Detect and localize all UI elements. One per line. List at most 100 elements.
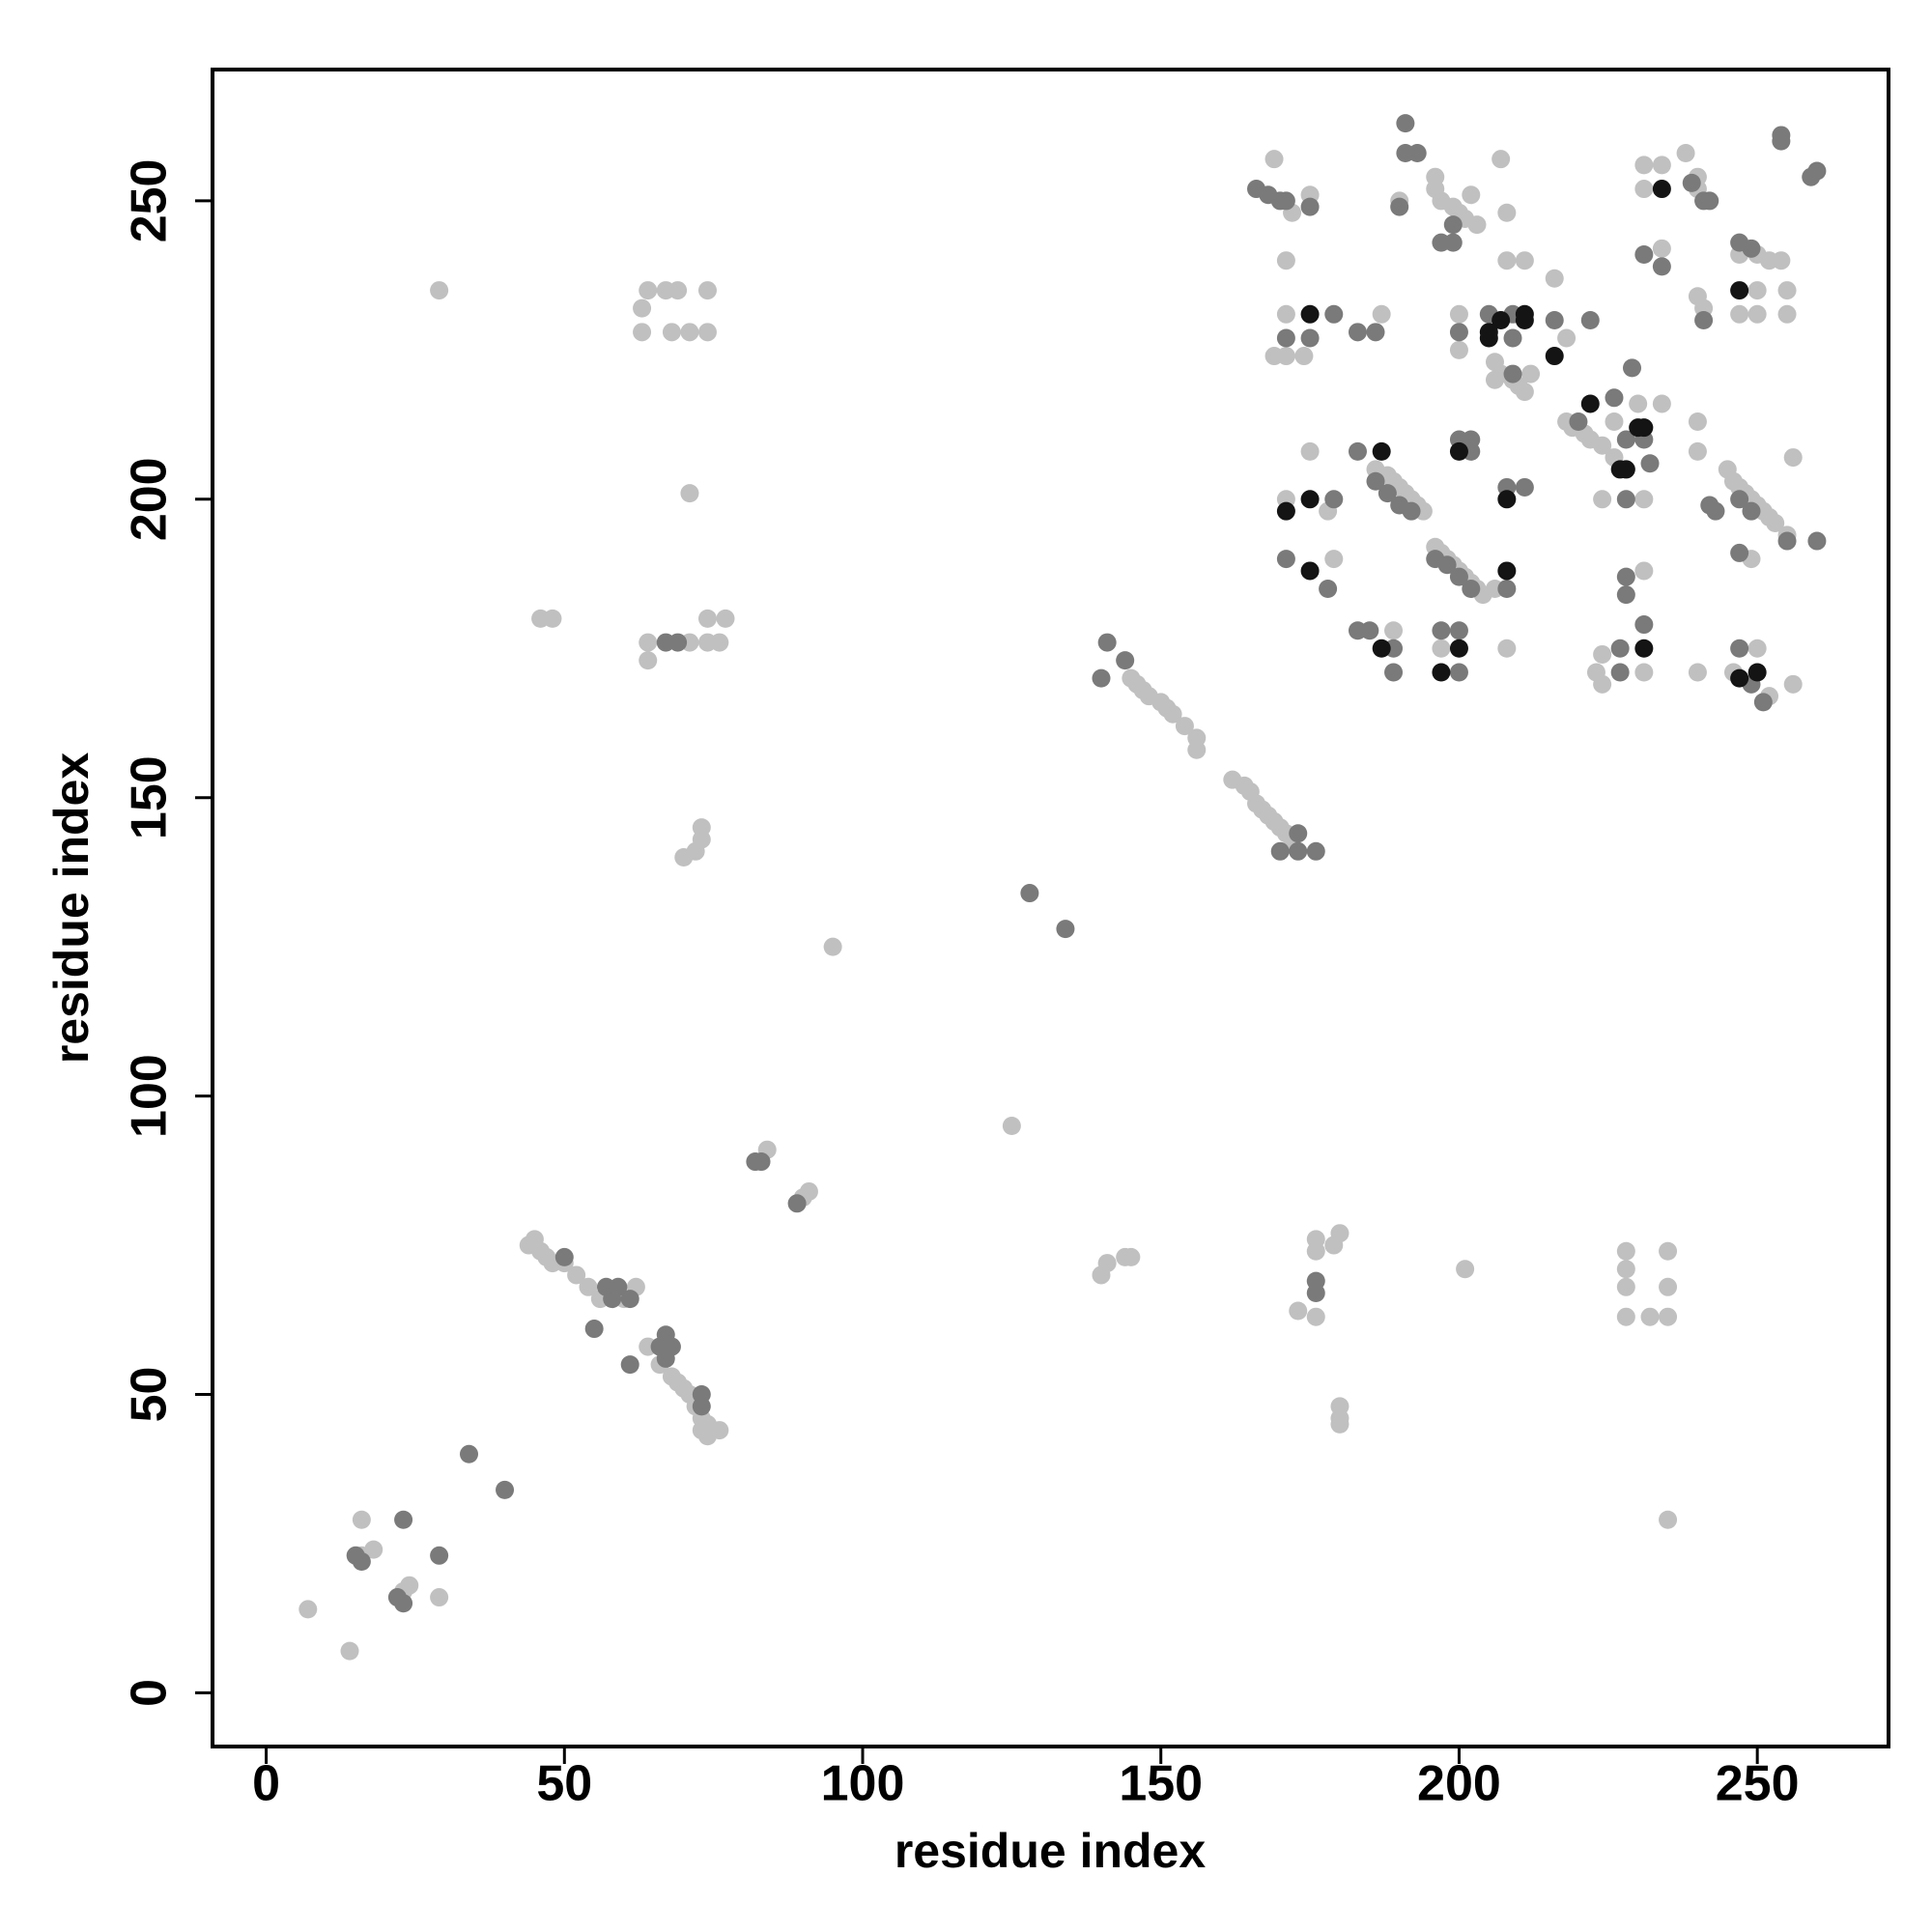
point — [1497, 490, 1517, 509]
point — [1497, 561, 1517, 581]
point — [1097, 1254, 1117, 1273]
point — [639, 633, 658, 652]
point — [1443, 233, 1463, 252]
point — [1378, 484, 1397, 503]
point — [1742, 501, 1761, 521]
point — [697, 609, 717, 628]
point — [1807, 531, 1827, 551]
point — [1020, 884, 1039, 903]
point — [1623, 358, 1642, 378]
x-tick-label: 100 — [821, 1756, 905, 1812]
point — [1652, 156, 1671, 175]
y-tick-label: 0 — [122, 1679, 178, 1707]
point — [1569, 412, 1588, 431]
y-tick-label: 250 — [122, 159, 178, 243]
point — [1688, 663, 1707, 682]
point — [1306, 841, 1325, 861]
point — [1456, 1260, 1475, 1279]
point — [1306, 1241, 1325, 1261]
point — [567, 1265, 586, 1285]
point — [1659, 1241, 1678, 1261]
point — [364, 1540, 384, 1559]
point — [1372, 639, 1391, 658]
point — [1348, 441, 1367, 461]
x-tick-label: 150 — [1119, 1756, 1203, 1812]
point — [1783, 448, 1803, 468]
point — [1270, 841, 1290, 861]
point — [620, 1290, 639, 1309]
point — [1634, 615, 1654, 635]
point — [1449, 639, 1468, 658]
point — [1300, 304, 1320, 324]
point — [1640, 1307, 1660, 1326]
y-tick-label: 50 — [122, 1367, 178, 1423]
point — [1116, 651, 1135, 670]
point — [1449, 663, 1468, 682]
point — [1634, 418, 1654, 438]
y-tick-label: 100 — [122, 1054, 178, 1138]
point — [1372, 304, 1391, 324]
point — [1437, 555, 1457, 575]
point — [1634, 490, 1654, 509]
point — [1276, 328, 1295, 348]
point — [1747, 639, 1767, 658]
point — [1300, 441, 1320, 461]
point — [1163, 704, 1182, 724]
point — [1396, 114, 1415, 133]
point — [1652, 394, 1671, 413]
point — [1515, 310, 1534, 329]
point — [1629, 394, 1648, 413]
y-axis-title: residue index — [44, 753, 99, 1065]
point — [1593, 436, 1612, 455]
point — [1092, 668, 1111, 688]
point — [1462, 579, 1481, 598]
point — [1276, 550, 1295, 569]
point — [298, 1600, 318, 1619]
point — [1634, 245, 1654, 265]
point — [656, 1349, 675, 1368]
point — [1289, 1301, 1308, 1321]
point — [1449, 441, 1468, 461]
point — [1324, 550, 1344, 569]
point — [1432, 621, 1451, 640]
point — [1492, 150, 1511, 169]
point — [1694, 310, 1714, 329]
point — [1593, 674, 1612, 694]
point — [1777, 281, 1797, 300]
point — [1777, 531, 1797, 551]
point — [686, 841, 705, 861]
point — [1122, 1247, 1141, 1266]
point — [1360, 621, 1379, 640]
point — [716, 609, 735, 628]
point — [1730, 639, 1749, 658]
point — [1545, 310, 1564, 329]
point — [1730, 304, 1749, 324]
point — [1366, 323, 1385, 342]
point — [1634, 639, 1654, 658]
point — [430, 1546, 449, 1565]
point — [1462, 185, 1481, 205]
point — [1264, 150, 1284, 169]
point — [1503, 364, 1522, 384]
point — [1390, 197, 1409, 216]
point — [697, 323, 717, 342]
point — [633, 298, 652, 318]
point — [1515, 251, 1534, 270]
point — [496, 1480, 515, 1499]
point — [1616, 460, 1635, 479]
point — [1580, 394, 1600, 413]
point — [1634, 180, 1654, 199]
y-tick-label: 200 — [122, 457, 178, 541]
point — [1300, 561, 1320, 581]
plot-frame — [211, 68, 1890, 1748]
point — [1700, 191, 1719, 211]
point — [579, 1277, 598, 1296]
point — [1772, 126, 1791, 145]
point — [1634, 561, 1654, 581]
point — [1497, 203, 1517, 222]
point — [1753, 693, 1773, 712]
point — [1324, 490, 1344, 509]
point — [680, 484, 699, 503]
point — [1449, 621, 1468, 640]
